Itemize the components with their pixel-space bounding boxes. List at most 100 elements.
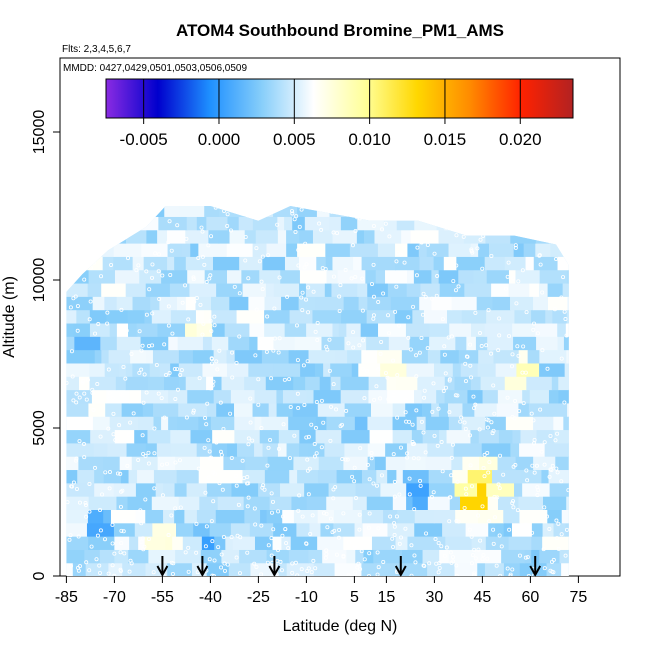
x-tick-label: -10 [295, 589, 318, 606]
heatmap-cell [169, 282, 191, 297]
heatmap-cell [288, 349, 310, 364]
heatmap-cell [157, 322, 186, 337]
heatmap-cell [221, 549, 240, 564]
sample-point [510, 499, 515, 504]
sample-point [136, 457, 141, 462]
sample-point [205, 401, 210, 406]
heatmap-cell [206, 402, 217, 417]
heatmap-cell [199, 496, 219, 510]
sample-point [264, 349, 269, 354]
heatmap-cell [388, 336, 411, 351]
sample-point [139, 521, 144, 526]
sample-point [361, 350, 366, 355]
heatmap-cell [390, 296, 420, 311]
sample-point [435, 443, 440, 448]
heatmap-cell [164, 206, 181, 217]
heatmap-cell [195, 309, 205, 324]
heatmap-cell [485, 416, 507, 431]
sample-point [246, 442, 251, 447]
sample-point [469, 247, 474, 252]
heatmap-cell [380, 482, 407, 497]
sample-point [84, 514, 89, 519]
heatmap-cell [433, 509, 456, 524]
heatmap-cell [491, 282, 510, 297]
heatmap-cell [519, 562, 548, 576]
sample-point [259, 572, 264, 576]
heatmap-cell [367, 456, 376, 471]
heatmap-cell [213, 389, 232, 404]
heatmap-cell [367, 416, 394, 431]
heatmap-cell [467, 469, 493, 484]
sample-point [210, 539, 215, 544]
heatmap-cell [165, 536, 173, 550]
sample-point [387, 331, 392, 336]
x-tick-label: -40 [199, 589, 222, 606]
heatmap-cell [460, 496, 489, 510]
sample-point [454, 263, 459, 268]
heatmap-cell [116, 322, 129, 337]
sample-point [152, 451, 157, 456]
sample-point [237, 291, 242, 296]
sample-point [366, 573, 371, 576]
heatmap-cell [414, 522, 443, 537]
sample-point [197, 376, 202, 381]
heatmap-cell [175, 456, 201, 471]
heatmap-cell [78, 376, 91, 391]
heatmap-cell [401, 549, 424, 564]
sample-point [513, 243, 518, 248]
heatmap-cell [78, 456, 104, 471]
sample-point [225, 562, 230, 567]
heatmap-cell [120, 469, 130, 484]
heatmap-cell [299, 282, 307, 297]
sample-point [191, 275, 196, 280]
sample-point [484, 417, 489, 422]
heatmap-cell [66, 456, 79, 471]
sample-point [482, 474, 487, 479]
sample-point [429, 296, 434, 301]
sample-point [510, 567, 515, 572]
sample-point [407, 476, 412, 481]
heatmap-cell [510, 442, 520, 457]
heatmap-cell [443, 256, 457, 271]
sample-point [473, 556, 478, 561]
sample-point [304, 297, 309, 302]
heatmap-cell [202, 362, 228, 377]
heatmap-cell [152, 349, 180, 364]
sample-point [229, 535, 234, 540]
sample-point [134, 268, 139, 273]
heatmap-cell [156, 442, 172, 457]
heatmap-cell [157, 229, 168, 244]
profile-markers [156, 556, 542, 578]
heatmap-cell [297, 206, 318, 217]
sample-point [110, 522, 115, 527]
heatmap-cell [277, 216, 285, 231]
sample-point [212, 314, 217, 319]
sample-point [81, 378, 86, 383]
sample-point [315, 338, 320, 343]
sample-point [146, 536, 151, 541]
heatmap-cell [167, 229, 186, 244]
sample-point [436, 406, 441, 411]
sample-point [74, 400, 79, 405]
sample-point [459, 415, 464, 420]
heatmap-cell [431, 296, 453, 311]
sample-point [272, 306, 277, 311]
sample-point [491, 541, 496, 546]
heatmap-cell [453, 442, 483, 457]
heatmap-cell [226, 349, 236, 364]
sample-point [91, 407, 96, 412]
heatmap-cell [178, 349, 194, 364]
sample-point [415, 245, 420, 250]
heatmap-cell [563, 416, 569, 431]
sample-point [449, 455, 454, 460]
sample-point [490, 431, 495, 436]
sample-point [281, 514, 286, 519]
heatmap-cell [109, 322, 118, 337]
heatmap-cell [185, 296, 197, 311]
heatmap-cell [512, 322, 536, 337]
sample-point [265, 463, 270, 468]
sample-point [371, 262, 376, 267]
sample-point [178, 372, 183, 377]
sample-point [431, 490, 436, 495]
heatmap-cell [474, 549, 502, 564]
